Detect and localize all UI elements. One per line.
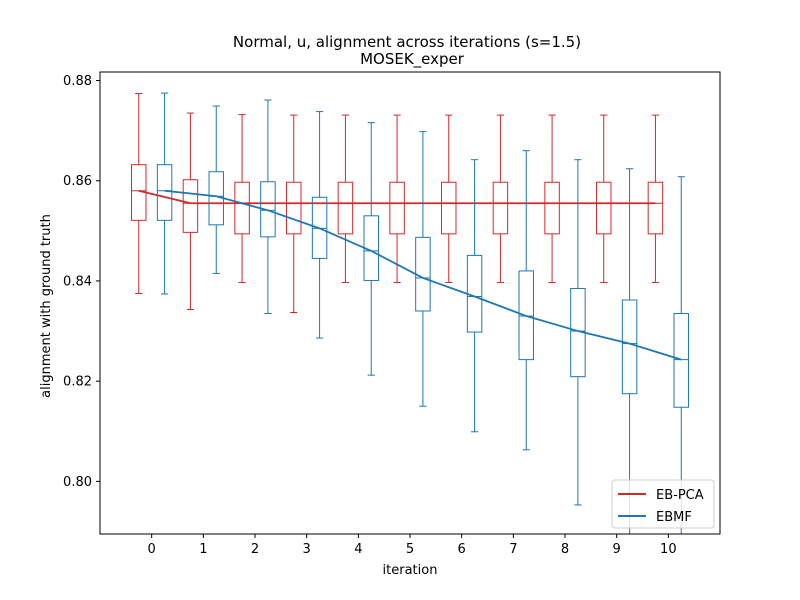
box-body [286, 181, 302, 235]
plot-content [131, 92, 689, 534]
box-body [337, 181, 354, 235]
y-tick-label: 0.80 [63, 475, 92, 490]
box-body [389, 181, 405, 235]
box-body [673, 313, 689, 408]
axes: 0.80 0.82 0.84 0.86 0.88 0 1 2 3 4 5 6 7 8 9 10 [63, 71, 721, 557]
box-ebmf-7 [518, 150, 534, 451]
box-body [234, 181, 250, 235]
x-tick-label: 8 [561, 542, 569, 557]
x-tick-label: 6 [458, 542, 466, 557]
x-tick-label: 7 [509, 542, 517, 557]
y-tick-label: 0.86 [63, 174, 92, 189]
box-eb-pca-0 [131, 93, 147, 294]
box-body [492, 181, 509, 235]
box-body [311, 196, 328, 259]
x-tick-label: 5 [406, 542, 414, 557]
x-axis-label: iteration [383, 563, 438, 578]
legend-label: EB-PCA [656, 488, 704, 503]
box-eb-pca-3 [286, 114, 302, 314]
box-eb-pca-7 [492, 114, 509, 283]
box-eb-pca-1 [182, 112, 199, 311]
y-axis-label: alignment with ground truth [39, 214, 54, 398]
chart-title: Normal, u, alignment across iterations (… [233, 33, 581, 51]
x-tick-label: 0 [148, 542, 156, 557]
box-eb-pca-9 [596, 114, 612, 283]
box-ebmf-3 [311, 111, 328, 339]
box-body [260, 181, 276, 238]
x-tick-label: 3 [303, 542, 311, 557]
series-ebmf [156, 92, 689, 534]
box-body [441, 181, 457, 235]
legend: EB-PCA EBMF [611, 479, 715, 529]
series-eb-pca [131, 93, 664, 314]
box-eb-pca-4 [337, 114, 354, 283]
box-body [518, 270, 534, 361]
box-body [621, 299, 638, 395]
y-tick-label: 0.88 [63, 74, 92, 89]
box-body [182, 179, 199, 233]
box-ebmf-10 [673, 176, 689, 534]
y-tick-label: 0.84 [63, 274, 92, 289]
legend-label: EBMF [656, 510, 692, 525]
box-body [544, 181, 560, 235]
median-line-eb-pca [138, 189, 656, 205]
box-body [156, 164, 173, 221]
plot-area [131, 92, 689, 534]
box-body [596, 181, 612, 235]
y-tick-label: 0.82 [63, 375, 92, 390]
x-tick-label: 1 [199, 542, 207, 557]
x-tick-label: 2 [251, 542, 259, 557]
chart-subtitle: MOSEK_exper [360, 50, 465, 69]
x-tick-label: 9 [613, 542, 621, 557]
box-ebmf-0 [156, 92, 173, 295]
x-tick-label: 4 [354, 542, 362, 557]
median-line-ebmf [164, 189, 682, 361]
x-tick-label: 10 [660, 542, 677, 557]
box-body [647, 181, 664, 235]
